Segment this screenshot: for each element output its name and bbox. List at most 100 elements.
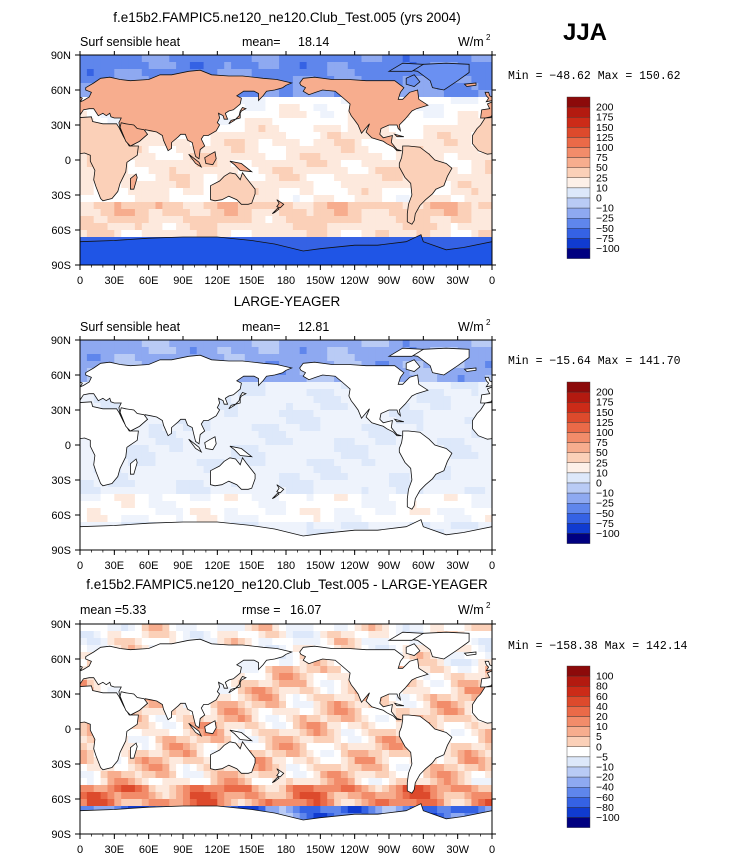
field-cell <box>258 174 266 182</box>
field-cell <box>251 445 260 453</box>
field-cell <box>286 501 294 509</box>
field-cell <box>272 153 280 161</box>
field-cell <box>334 666 342 674</box>
field-cell <box>361 160 369 168</box>
field-cell <box>471 729 479 737</box>
field-cell <box>196 230 205 238</box>
field-cell <box>141 631 150 639</box>
field-cell <box>368 743 376 751</box>
field-cell <box>450 722 459 730</box>
field-cell <box>382 694 390 702</box>
x-tick-label: 0 <box>489 560 495 572</box>
field-cell <box>148 445 157 453</box>
field-cell <box>347 125 356 133</box>
field-cell <box>437 237 445 245</box>
field-cell <box>320 375 328 383</box>
field-cell <box>299 638 308 646</box>
field-cell <box>450 188 459 196</box>
field-cell <box>327 195 335 203</box>
field-cell <box>299 501 308 509</box>
field-cell <box>423 76 431 84</box>
field-cell <box>292 375 301 383</box>
field-cell <box>237 382 246 390</box>
field-cell <box>134 624 143 632</box>
field-cell <box>306 487 314 495</box>
field-cell <box>485 347 492 355</box>
field-cell <box>471 445 479 453</box>
field-cell <box>450 118 459 126</box>
field-cell <box>382 347 390 355</box>
field-cell <box>169 209 177 217</box>
field-cell <box>368 340 376 348</box>
field-cell <box>107 508 115 516</box>
field-cell <box>334 410 342 418</box>
field-cell <box>244 666 253 674</box>
field-cell <box>423 118 431 126</box>
field-cell <box>485 638 492 646</box>
field-cell <box>251 417 260 425</box>
field-cell <box>93 501 102 509</box>
field-cell <box>286 480 294 488</box>
field-cell <box>443 708 452 716</box>
field-cell <box>485 361 492 369</box>
field-cell <box>244 722 253 730</box>
field-cell <box>416 230 424 238</box>
colorbar-swatch <box>566 432 591 443</box>
field-cell <box>121 473 129 481</box>
field-cell <box>478 181 486 189</box>
field-cell <box>306 736 314 744</box>
field-cell <box>80 729 88 737</box>
field-cell <box>244 97 253 105</box>
field-cell <box>224 139 232 147</box>
field-cell <box>183 494 191 502</box>
land-namerica <box>299 361 429 437</box>
field-cell <box>450 729 459 737</box>
field-cell <box>128 209 136 217</box>
field-cell <box>306 167 314 175</box>
field-cell <box>340 223 349 231</box>
field-cell <box>292 701 301 709</box>
field-cell <box>251 687 260 695</box>
field-cell <box>375 146 383 154</box>
field-cell <box>306 424 314 432</box>
field-cell <box>354 694 363 702</box>
field-cell <box>155 701 163 709</box>
field-cell <box>244 459 253 467</box>
field-cell <box>306 111 314 119</box>
field-cell <box>423 515 431 523</box>
field-cell <box>423 396 431 404</box>
field-cell <box>265 424 273 432</box>
field-cell <box>306 62 314 70</box>
field-cell <box>409 230 417 238</box>
field-cell <box>231 722 239 730</box>
field-cell <box>134 508 143 516</box>
field-cell <box>224 494 232 502</box>
field-cell <box>162 624 170 632</box>
field-cell <box>340 97 349 105</box>
field-cell <box>306 146 314 154</box>
field-cell <box>217 174 225 182</box>
field-cell <box>450 701 459 709</box>
field-cell <box>478 438 486 446</box>
field-cell <box>327 216 335 224</box>
field-cell <box>176 209 184 217</box>
field-cell <box>320 160 328 168</box>
field-cell <box>286 736 294 744</box>
field-cell <box>313 195 321 203</box>
field-cell <box>279 181 287 189</box>
field-cell <box>443 466 452 474</box>
field-cell <box>437 687 445 695</box>
field-cell <box>478 638 486 646</box>
field-cell <box>155 167 163 175</box>
field-cell <box>313 694 321 702</box>
field-cell <box>86 743 95 751</box>
field-cell <box>148 722 157 730</box>
field-cell <box>430 202 438 210</box>
field-cell <box>237 410 246 418</box>
field-cell <box>389 515 397 523</box>
field-cell <box>148 701 157 709</box>
field-cell <box>485 167 492 175</box>
field-cell <box>340 202 349 210</box>
field-cell <box>265 111 273 119</box>
field-cell <box>292 76 301 84</box>
